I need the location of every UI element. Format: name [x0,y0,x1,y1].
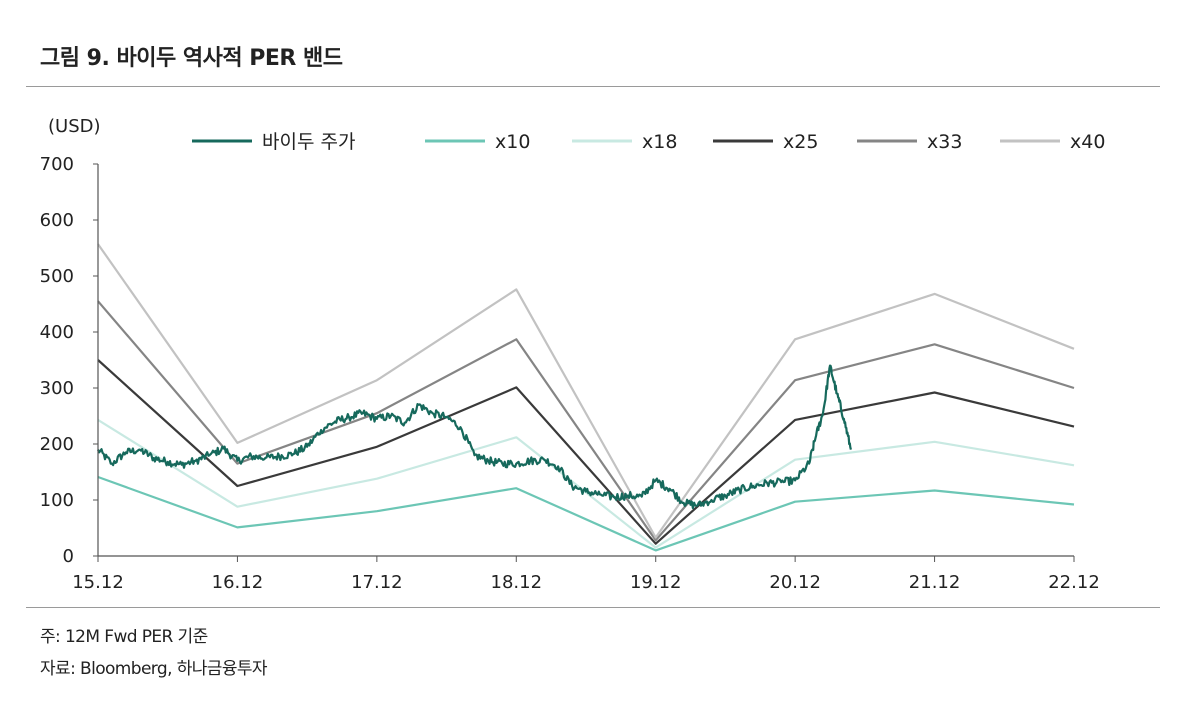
x-tick-label: 20.12 [769,572,821,593]
per-band-lines [97,243,1075,552]
price-series-group [96,364,852,510]
legend-item: x33 [857,131,962,153]
y-tick-label: 200 [40,434,74,455]
x-tick-label: 19.12 [630,572,682,593]
legend-item: x25 [713,131,818,153]
chart-axes: 0 100 200 300 400 500 600 700 15.12 16.12 17.12 18.… [40,154,1100,593]
band-line-x33 [97,300,1075,542]
chart-legend: 바이두 주가 x10 x18 x25 x33 x40 [192,131,1105,153]
top-divider [26,86,1160,87]
x-tick-label: 18.12 [491,572,543,593]
x-tick-label: 17.12 [351,572,403,593]
y-axis-unit-label: (USD) [48,116,101,137]
legend-item: 바이두 주가 [192,131,355,153]
y-tick-label: 400 [40,322,74,343]
legend-item: x10 [425,131,530,153]
legend-item: x40 [1000,131,1105,153]
source-note: 자료: Bloomberg, 하나금융투자 [40,659,268,679]
band-line-x25 [97,359,1075,545]
price-line [96,364,852,510]
legend-label: x40 [1070,131,1105,153]
band-line-x10 [97,475,1075,552]
x-tick-label: 15.12 [72,572,124,593]
y-tick-label: 300 [40,378,74,399]
y-tick-label: 500 [40,266,74,287]
y-tick-label: 700 [40,154,74,175]
figure-title: 그림 9. 바이두 역사적 PER 밴드 [40,46,343,71]
legend-label: x18 [642,131,677,153]
legend-label: x25 [783,131,818,153]
bottom-divider [26,607,1160,608]
y-tick-label: 100 [40,490,74,511]
legend-label: x33 [927,131,962,153]
y-tick-label: 600 [40,210,74,231]
y-tick-label: 0 [63,546,74,567]
legend-label: 바이두 주가 [262,131,355,153]
x-tick-label: 22.12 [1048,572,1100,593]
legend-label: x10 [495,131,530,153]
band-line-x40 [97,243,1075,539]
x-tick-label: 16.12 [212,572,264,593]
x-tick-label: 21.12 [909,572,961,593]
footnote: 주: 12M Fwd PER 기준 [40,627,208,647]
legend-item: x18 [572,131,677,153]
